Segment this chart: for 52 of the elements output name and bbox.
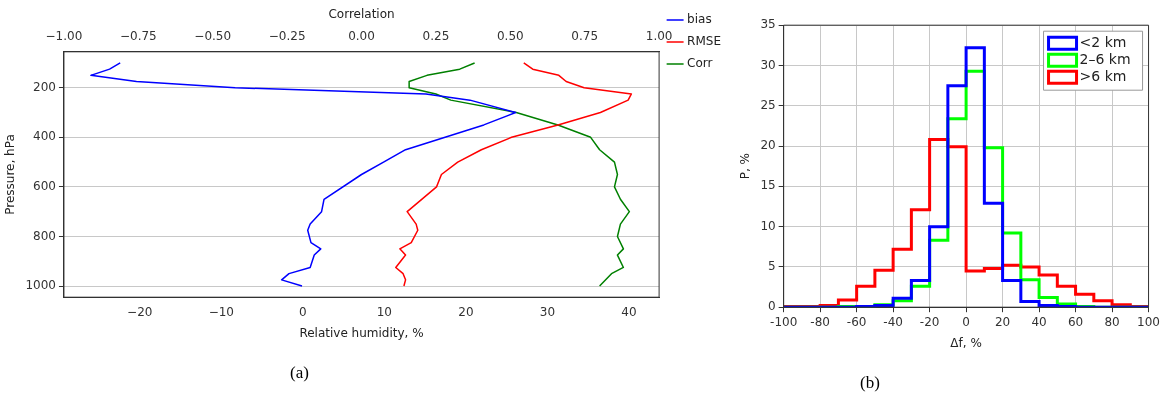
x-tick-label: -20 bbox=[919, 314, 940, 329]
legend-label: >6 km bbox=[1079, 68, 1127, 85]
x-tick-label: 0 bbox=[299, 304, 307, 319]
y-tick-label: 15 bbox=[760, 178, 776, 193]
x2-tick-label: 1.00 bbox=[645, 28, 673, 43]
x-tick-label: 40 bbox=[621, 304, 637, 319]
x-tick-label: 20 bbox=[458, 304, 474, 319]
legend-label: 2–6 km bbox=[1079, 51, 1131, 68]
x-tick-label: 30 bbox=[539, 304, 556, 319]
x-tick-label: 10 bbox=[376, 304, 392, 319]
x-tick-label: 80 bbox=[1104, 314, 1120, 329]
x2-tick-label: −0.75 bbox=[119, 28, 157, 43]
x-tick-label: 100 bbox=[1137, 314, 1160, 329]
x-axis-title: Δf, % bbox=[950, 335, 982, 350]
y-tick-label: 600 bbox=[33, 179, 56, 194]
y-tick-label: 30 bbox=[760, 57, 776, 72]
y-tick-label: 5 bbox=[768, 259, 776, 274]
y-tick-label: 1000 bbox=[25, 278, 56, 293]
x-tick-label: 0 bbox=[962, 314, 970, 329]
x-tick-label: 40 bbox=[1031, 314, 1047, 329]
y-tick-label: 20 bbox=[760, 138, 776, 153]
x-tick-label: −20 bbox=[127, 304, 153, 319]
x-tick-label: -40 bbox=[883, 314, 903, 329]
x-tick-label: −10 bbox=[208, 304, 234, 319]
x2-tick-label: −0.25 bbox=[268, 28, 306, 43]
x2-tick-label: 0.25 bbox=[422, 28, 450, 43]
x2-tick-label: 0.75 bbox=[571, 28, 599, 43]
x2-axis-title: Correlation bbox=[328, 7, 395, 22]
legend-label: <2 km bbox=[1079, 34, 1127, 51]
text: (a) bbox=[290, 363, 309, 383]
legend-label: bias bbox=[687, 12, 712, 27]
legend-label: Corr bbox=[687, 56, 713, 71]
y-tick-label: 10 bbox=[760, 218, 776, 233]
y-tick-label: 35 bbox=[760, 17, 776, 32]
y-axis-title: Pressure, hPa bbox=[3, 134, 18, 215]
y-tick-label: 25 bbox=[760, 97, 776, 112]
y-tick-label: 400 bbox=[33, 129, 56, 144]
x-tick-label: -80 bbox=[810, 314, 830, 329]
legend-label: RMSE bbox=[687, 34, 721, 49]
x-tick-label: -60 bbox=[846, 314, 867, 329]
x-tick-label: 20 bbox=[994, 314, 1011, 329]
x2-tick-label: −1.00 bbox=[45, 28, 83, 43]
x2-tick-label: 0.00 bbox=[348, 28, 375, 43]
x-axis-title: Relative humidity, % bbox=[299, 325, 424, 340]
y-tick-label: 200 bbox=[33, 79, 56, 94]
y-axis-title: P, % bbox=[738, 153, 753, 180]
x-tick-label: -100 bbox=[770, 314, 798, 329]
x-tick-label: 60 bbox=[1067, 314, 1084, 329]
x2-tick-label: 0.50 bbox=[496, 28, 524, 43]
text: (b) bbox=[860, 373, 880, 393]
x2-tick-label: −0.50 bbox=[194, 28, 232, 43]
y-tick-label: 800 bbox=[33, 228, 56, 243]
